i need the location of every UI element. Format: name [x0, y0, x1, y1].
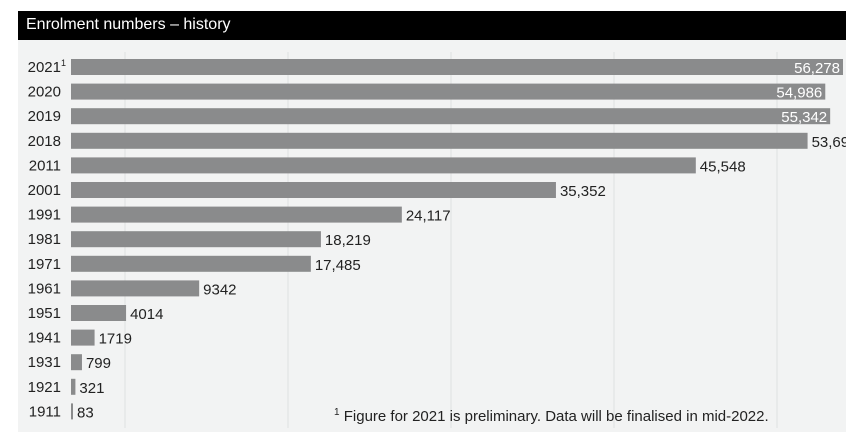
- bar: [71, 59, 843, 75]
- bar: [71, 206, 402, 223]
- category-label: 1931: [28, 354, 61, 371]
- value-label: 321: [79, 380, 104, 397]
- category-label: 1951: [28, 305, 61, 322]
- value-label: 24,117: [406, 208, 451, 225]
- bar: [71, 305, 127, 321]
- bar: [71, 280, 200, 297]
- bar: [71, 403, 73, 420]
- category-label: 2001: [28, 182, 61, 199]
- category-label: 1941: [28, 330, 61, 347]
- category-label: 2011: [29, 157, 61, 174]
- value-label: 45,548: [700, 158, 746, 175]
- footnote: 1 Figure for 2021 is preliminary. Data w…: [334, 407, 769, 425]
- bar: [71, 378, 76, 395]
- category-label: 1971: [28, 256, 61, 273]
- bar: [71, 329, 95, 346]
- value-label: 54,986: [776, 85, 822, 102]
- bar: [71, 354, 82, 371]
- category-label: 1981: [28, 231, 61, 248]
- value-label: 799: [86, 355, 111, 372]
- value-label: 17,485: [315, 257, 361, 274]
- category-label: 2019: [28, 108, 61, 125]
- bar: [71, 182, 556, 198]
- value-label: 9342: [203, 281, 236, 298]
- bar: [71, 255, 311, 272]
- value-label: 35,352: [560, 183, 606, 200]
- bar: [71, 108, 831, 125]
- footnote-text: Figure for 2021 is preliminary. Data wil…: [343, 408, 769, 425]
- category-label: 1961: [28, 280, 61, 297]
- value-label: 4014: [130, 306, 163, 323]
- chart-title-bar: Enrolment numbers – history: [18, 11, 846, 40]
- value-label: 83: [77, 404, 94, 421]
- value-label: 18,219: [325, 232, 371, 249]
- category-label: 20211: [28, 58, 66, 76]
- bar: [71, 157, 696, 174]
- value-label: 53,696: [812, 134, 846, 151]
- value-label: 55,342: [781, 109, 827, 126]
- category-label: 1991: [28, 207, 61, 224]
- bar: [71, 132, 808, 149]
- bar: [71, 231, 321, 248]
- bar: [71, 83, 826, 100]
- chart-title: Enrolment numbers – history: [26, 16, 231, 33]
- value-label: 1719: [99, 331, 132, 348]
- category-label: 2020: [28, 84, 61, 101]
- value-label: 56,278: [794, 60, 840, 77]
- category-label: 1911: [29, 403, 61, 420]
- category-label: 2018: [28, 133, 61, 150]
- category-label: 1921: [28, 379, 61, 396]
- footnote-marker: 1: [334, 407, 340, 418]
